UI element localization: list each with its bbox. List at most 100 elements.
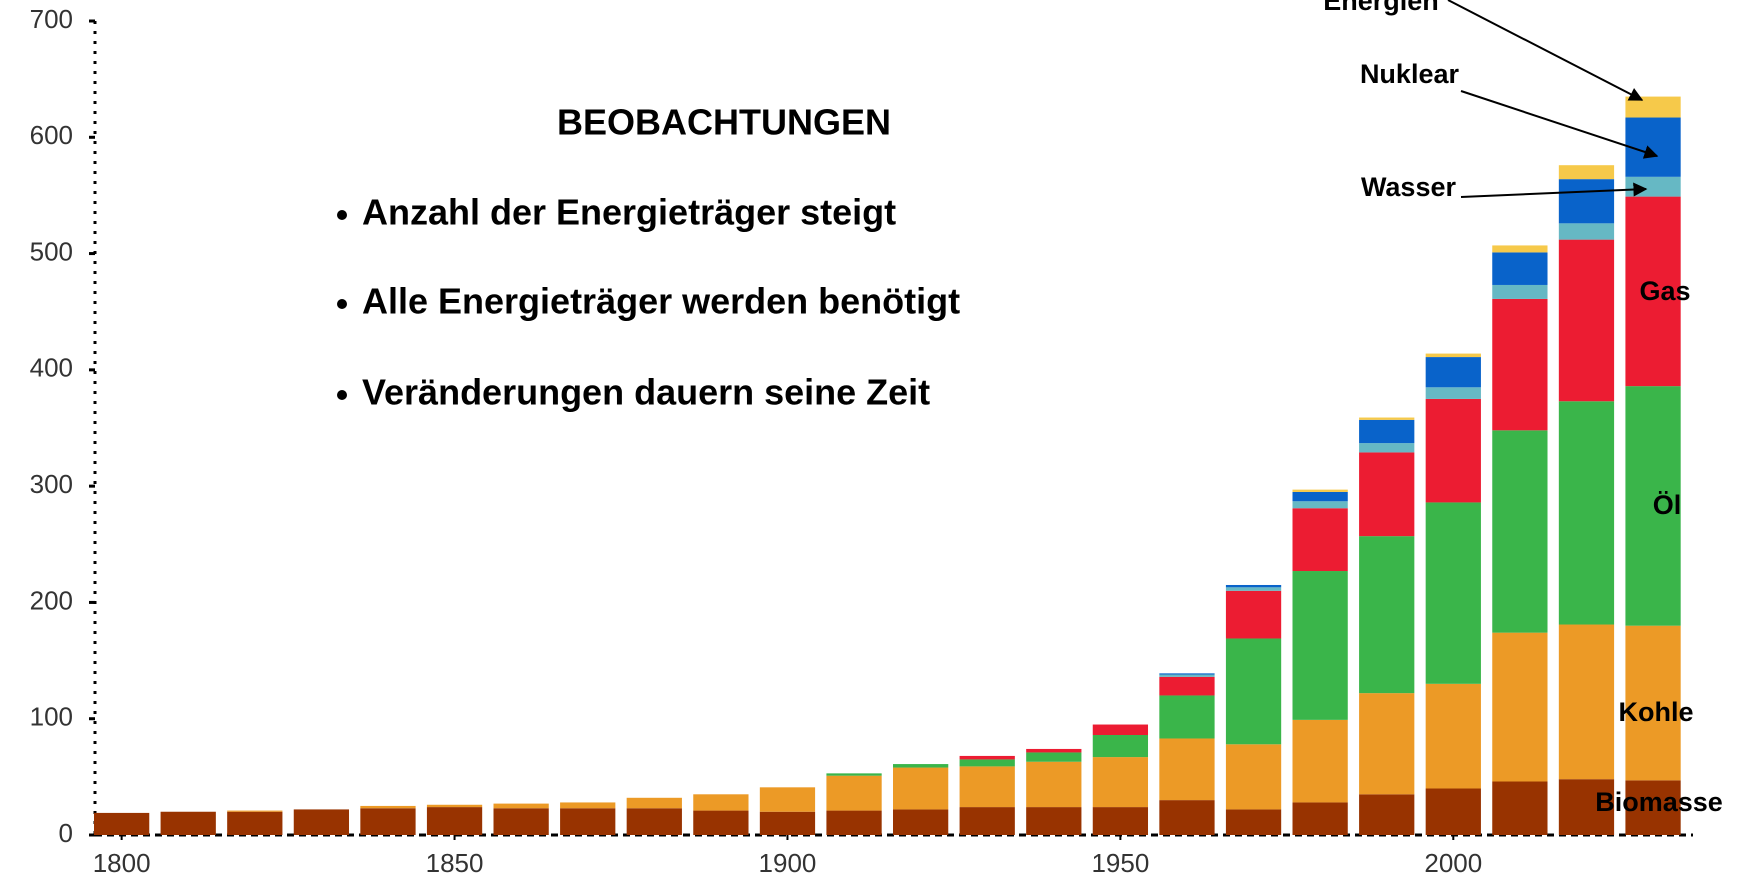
bar-segment bbox=[1425, 398, 1481, 503]
bar-segment bbox=[426, 804, 483, 808]
y-tick-label: 200 bbox=[30, 585, 73, 615]
bar-segment bbox=[1558, 779, 1615, 835]
x-tick-label: 1900 bbox=[759, 848, 817, 874]
bar-segment bbox=[1359, 419, 1415, 444]
annotation: Veränderungen dauern seine Zeit bbox=[362, 372, 930, 413]
series-label: Nuklear bbox=[1360, 59, 1460, 89]
bar-segment bbox=[1359, 536, 1415, 694]
bar-segment bbox=[826, 773, 882, 776]
bar-segment bbox=[1292, 571, 1348, 720]
bar-segment bbox=[1159, 673, 1215, 675]
bar-segment bbox=[1425, 357, 1481, 388]
bar-segment bbox=[1425, 387, 1481, 399]
bar-segment bbox=[1625, 176, 1681, 197]
bar-segment bbox=[1359, 693, 1415, 795]
bar-segment bbox=[293, 809, 350, 835]
bar-segment bbox=[1625, 117, 1681, 177]
bar-segment bbox=[1425, 502, 1481, 684]
bar-segment bbox=[1359, 794, 1415, 835]
bar-segment bbox=[1558, 624, 1615, 780]
bar-segment bbox=[959, 766, 1015, 808]
bar-segment bbox=[1625, 625, 1681, 781]
bar-segment bbox=[1558, 401, 1615, 625]
bar-segment bbox=[893, 809, 949, 835]
series-label: Energien bbox=[1323, 0, 1439, 16]
bar-segment bbox=[1558, 223, 1615, 240]
bar-segment bbox=[759, 811, 816, 835]
series-label: Kohle bbox=[1618, 697, 1693, 727]
bar-segment bbox=[1359, 452, 1415, 537]
bar-segment bbox=[1492, 284, 1548, 299]
y-tick-label: 700 bbox=[30, 4, 73, 34]
y-tick-label: 400 bbox=[30, 353, 73, 383]
x-tick-label: 2000 bbox=[1424, 848, 1482, 874]
bar-segment bbox=[560, 808, 616, 835]
bar-segment bbox=[1492, 632, 1548, 782]
bar-segment bbox=[1225, 590, 1282, 639]
bar-segment bbox=[959, 755, 1015, 760]
bar-segment bbox=[1026, 807, 1082, 835]
y-tick-label: 100 bbox=[30, 702, 73, 732]
bullet bbox=[337, 299, 347, 309]
bar-segment bbox=[1425, 788, 1481, 835]
bar-segment bbox=[1359, 443, 1415, 453]
bar-segment bbox=[1492, 430, 1548, 633]
bar-segment bbox=[1092, 757, 1149, 808]
bar-segment bbox=[493, 803, 549, 809]
bar-segment bbox=[1225, 584, 1282, 588]
bar-segment bbox=[1092, 724, 1149, 735]
bar-segment bbox=[1026, 752, 1082, 762]
bar-segment bbox=[1625, 96, 1681, 118]
bar-segment bbox=[1558, 165, 1615, 180]
bar-segment bbox=[626, 808, 682, 835]
bar-segment bbox=[1558, 179, 1615, 224]
annotation: Anzahl der Energieträger steigt bbox=[362, 192, 896, 233]
bar-segment bbox=[227, 811, 283, 835]
bar-segment bbox=[1292, 719, 1348, 803]
arrow bbox=[1447, 0, 1644, 101]
bar-segment bbox=[1292, 508, 1348, 572]
bar-segment bbox=[1292, 802, 1348, 835]
y-tick-label: 300 bbox=[30, 469, 73, 499]
bullet bbox=[337, 390, 347, 400]
bullet bbox=[337, 210, 347, 220]
bar-segment bbox=[1159, 738, 1215, 801]
bar-segment bbox=[1625, 196, 1681, 387]
bar-segment bbox=[1225, 744, 1282, 810]
bar-segment bbox=[1492, 298, 1548, 431]
x-tick-label: 1850 bbox=[426, 848, 484, 874]
bar-segment bbox=[94, 812, 150, 835]
bar-segment bbox=[826, 775, 882, 811]
bar-segment bbox=[1625, 780, 1681, 835]
bar-segment bbox=[759, 787, 816, 812]
bar-segment bbox=[1492, 245, 1548, 253]
bar-segment bbox=[360, 808, 416, 835]
bar-segment bbox=[626, 797, 682, 809]
bar-segment bbox=[959, 759, 1015, 767]
bar-segment bbox=[493, 808, 549, 835]
bar-segment bbox=[1558, 239, 1615, 402]
bar-segment bbox=[1625, 386, 1681, 626]
series-label: Biomasse bbox=[1595, 787, 1723, 817]
bar-segment bbox=[360, 805, 416, 809]
bar-segment bbox=[1425, 683, 1481, 789]
bar-segment bbox=[1225, 587, 1282, 591]
bar-segment bbox=[227, 810, 283, 812]
bar-segment bbox=[1225, 809, 1282, 835]
bar-segment bbox=[893, 764, 949, 768]
bar-segment bbox=[1292, 489, 1348, 492]
bar-segment bbox=[693, 794, 749, 811]
annotation-title: BEOBACHTUNGEN bbox=[557, 102, 891, 143]
y-tick-label: 600 bbox=[30, 120, 73, 150]
bar-segment bbox=[693, 810, 749, 835]
x-tick-label: 1800 bbox=[93, 848, 151, 874]
bar-segment bbox=[1292, 501, 1348, 509]
bar-segment bbox=[959, 807, 1015, 835]
bar-segment bbox=[1092, 734, 1149, 758]
y-tick-label: 500 bbox=[30, 236, 73, 266]
arrow bbox=[1460, 182, 1648, 198]
bar-segment bbox=[1159, 800, 1215, 835]
bar-segment bbox=[1425, 353, 1481, 358]
bar-segment bbox=[426, 807, 483, 835]
